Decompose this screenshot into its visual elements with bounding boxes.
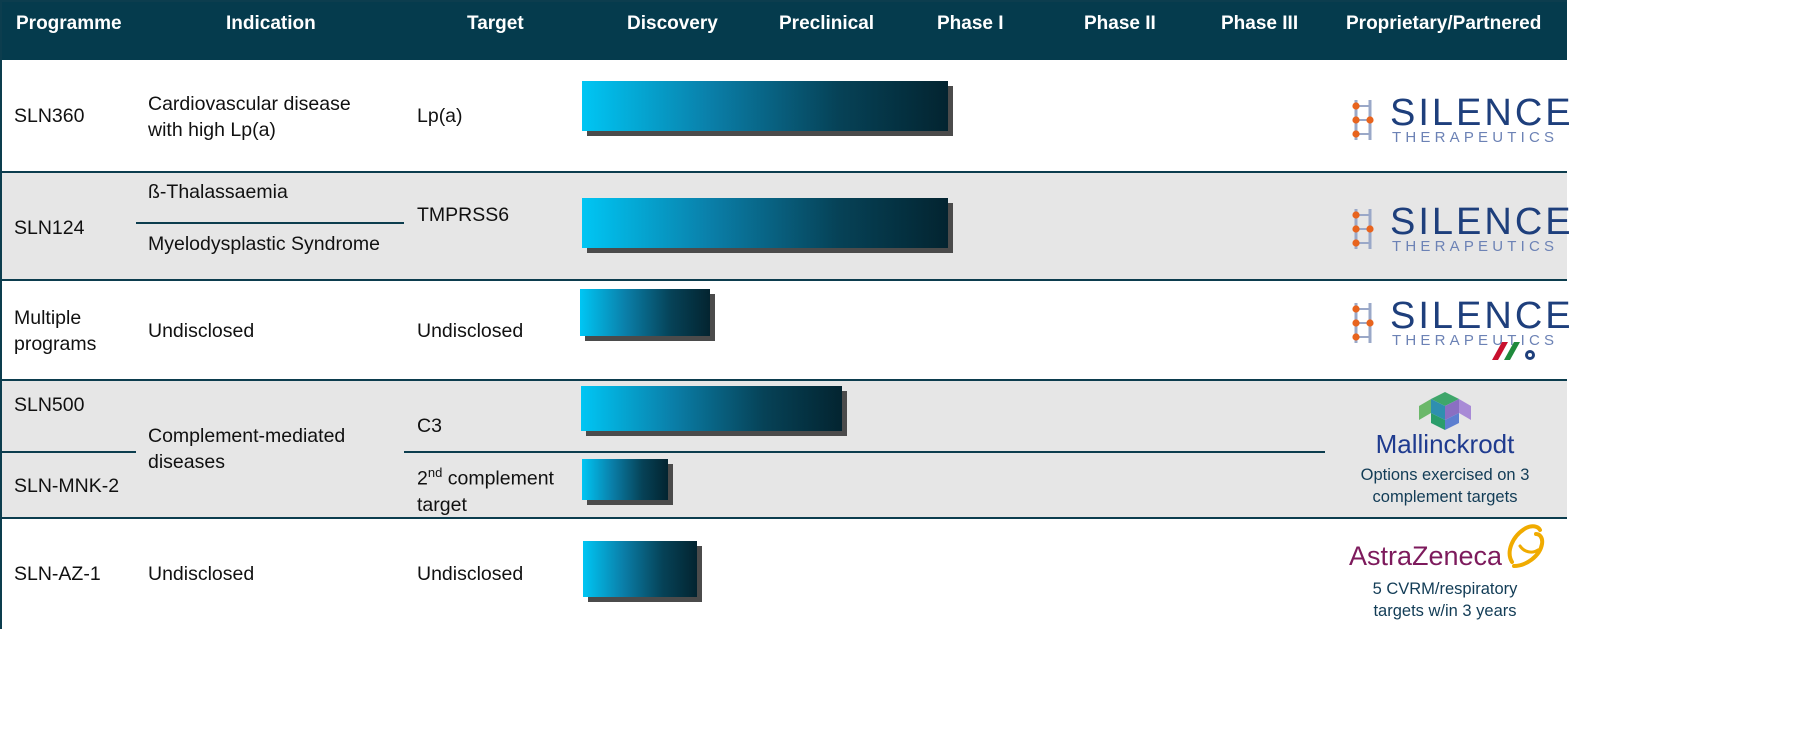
astrazeneca-swirl-icon [1507, 524, 1545, 568]
silence-word: SILENCE [1390, 201, 1574, 243]
ordinal-suffix: nd [427, 465, 443, 480]
target-text-b: 2nd complement target [417, 460, 554, 518]
silence-sub: THERAPEUTICS [1392, 238, 1559, 255]
note-line: targets w/in 3 years [1373, 602, 1517, 620]
indication-b: Myelodysplastic Syndrome [148, 233, 380, 255]
programme-divider [2, 451, 136, 453]
indication-a: ß-Thalassaemia [148, 181, 288, 203]
programme-name: Multiple programs [14, 305, 96, 357]
ordinal-number: 2 [417, 467, 428, 490]
col-partner: Proprietary/Partnered [1346, 13, 1542, 34]
programme-name: SLN-AZ-1 [14, 563, 101, 585]
astrazeneca-note: 5 CVRM/respiratory targets w/in 3 years [1345, 578, 1545, 622]
note-line: 5 CVRM/respiratory [1372, 580, 1518, 598]
target-divider [404, 451, 1325, 453]
watermark-icon [1492, 342, 1535, 360]
note-line: Options exercised on 3 [1360, 466, 1530, 484]
silence-word: SILENCE [1390, 92, 1574, 134]
silence-mark-icon [1352, 209, 1374, 249]
target-text: TMPRSS6 [417, 204, 510, 226]
target-text: Undisclosed [417, 563, 524, 585]
programme-name: SLN124 [14, 217, 85, 239]
note-line: complement targets [1372, 488, 1518, 506]
target-text: Lp(a) [417, 105, 463, 127]
row-divider [2, 171, 1567, 173]
indication-text: Complement-mediated diseases [148, 423, 345, 475]
table-row-sln-az-1: SLN-AZ-1 Undisclosed Undisclosed AstraZe… [2, 519, 1567, 629]
pipeline-table: Programme Indication Target Discovery Pr… [0, 0, 1571, 629]
col-programme: Programme [16, 13, 122, 34]
col-phase3: Phase III [1221, 13, 1299, 34]
indication-divider [136, 222, 404, 224]
stage-bar-discovery [580, 289, 710, 336]
programme-line: programs [14, 333, 97, 355]
table-row-sln360: SLN360 Cardiovascular disease with high … [2, 60, 1571, 172]
indication-text: Undisclosed [148, 320, 255, 342]
col-preclinical: Preclinical [779, 13, 875, 34]
indication-line: Cardiovascular disease [148, 93, 351, 115]
silence-mark-icon [1352, 303, 1374, 343]
mallinckrodt-word: Mallinckrodt [1375, 429, 1515, 459]
silence-therapeutics-logo: SILENCE THERAPEUTICS [1350, 94, 1571, 146]
mallinckrodt-note: Options exercised on 3 complement target… [1345, 464, 1545, 508]
indication-line: diseases [148, 451, 225, 473]
stage-bar-discovery [582, 459, 668, 500]
col-indication: Indication [226, 13, 316, 34]
silence-therapeutics-logo: SILENCE THERAPEUTICS [1350, 297, 1571, 349]
target-text-a: C3 [417, 415, 442, 437]
programme-name: SLN360 [14, 105, 85, 127]
row-divider [2, 379, 1567, 381]
programme-name-b: SLN-MNK-2 [14, 475, 120, 497]
table-header: Programme Indication Target Discovery Pr… [2, 2, 1567, 60]
row-divider [2, 279, 1567, 281]
indication-text: Cardiovascular disease with high Lp(a) [148, 91, 351, 143]
stage-bar-discovery [583, 541, 697, 597]
table-row-sln124: SLN124 ß-Thalassaemia Myelodysplastic Sy… [2, 173, 1571, 279]
stage-bar-phase1 [582, 81, 948, 131]
target-word: complement [442, 467, 554, 490]
mallinckrodt-mark-icon [1419, 392, 1471, 430]
col-phase1: Phase I [937, 13, 1004, 34]
row-divider [2, 517, 1567, 519]
silence-word: SILENCE [1390, 295, 1574, 337]
stage-bar-preclinical [581, 386, 842, 431]
stage-bar-phase1 [582, 198, 948, 248]
table-row-multiple: Multiple programs Undisclosed Undisclose… [2, 281, 1571, 379]
target-line: target [417, 493, 467, 516]
indication-text: Undisclosed [148, 563, 255, 585]
col-phase2: Phase II [1084, 13, 1156, 34]
programme-line: Multiple [14, 307, 82, 329]
indication-line: Complement-mediated [148, 425, 346, 447]
silence-therapeutics-logo: SILENCE THERAPEUTICS [1350, 203, 1571, 255]
col-target: Target [467, 13, 524, 34]
astrazeneca-word: AstraZeneca [1349, 541, 1503, 571]
target-text: Undisclosed [417, 320, 524, 342]
col-discovery: Discovery [627, 13, 718, 34]
silence-sub: THERAPEUTICS [1392, 129, 1559, 146]
table-row-complement: SLN500 SLN-MNK-2 Complement-mediated dis… [2, 381, 1567, 517]
indication-line: with high Lp(a) [148, 119, 276, 141]
silence-mark-icon [1352, 100, 1374, 140]
programme-name-a: SLN500 [14, 394, 85, 416]
